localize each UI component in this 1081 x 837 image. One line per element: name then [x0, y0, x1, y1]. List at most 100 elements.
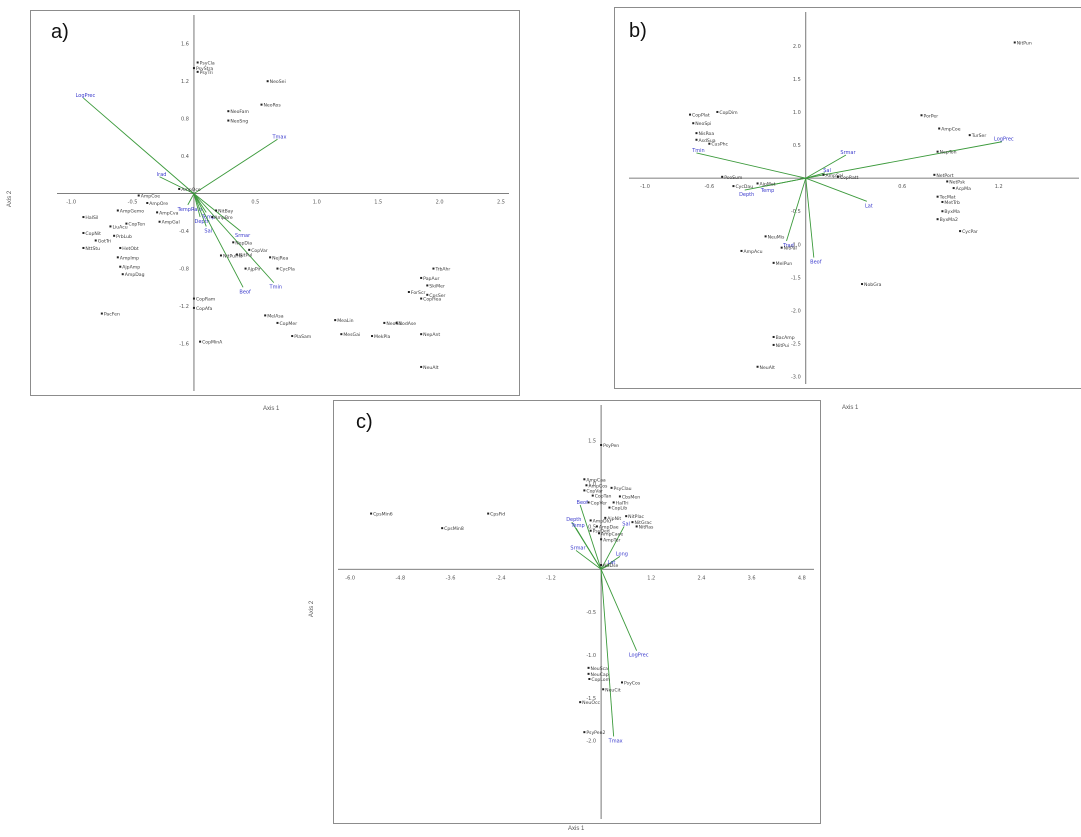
panel-b-point — [920, 114, 923, 117]
panel-b-point-label: PseSum — [724, 175, 743, 181]
panel-c-point — [583, 731, 586, 734]
panel-a-point-label: PacFen — [104, 312, 120, 318]
panel-b-point — [933, 173, 936, 176]
panel-a-point — [215, 209, 218, 212]
panel-b-point-label: AmpAcu — [743, 249, 762, 255]
panel-a-point-label: AmpCva — [159, 210, 178, 216]
panel-a-vector — [193, 193, 241, 232]
panel-a-point-label: PsyTri — [200, 70, 213, 76]
panel-b-point-label: AmpCoe — [941, 127, 961, 133]
panel-c-point-label: NitDse — [603, 563, 618, 569]
panel-c-point — [487, 512, 490, 515]
panel-b-point-label: AjpMet — [760, 181, 776, 187]
panel-b-point — [836, 175, 839, 178]
panel-c-point-label: AjpNit — [607, 516, 621, 522]
panel-c-vector-label: Tmax — [608, 738, 623, 744]
panel-c-point-label: CopVer — [591, 500, 608, 506]
panel-c-point-label: NitPlac — [628, 514, 644, 520]
panel-c-point — [588, 678, 591, 680]
panel-c-point — [618, 495, 621, 498]
panel-a-point-label: NeoRos — [264, 103, 282, 109]
panel-a-point — [178, 187, 181, 190]
panel-c-point-label: CpsFid — [490, 512, 505, 518]
panel-c-point-label: NeuCap — [591, 672, 609, 678]
panel-b-point-label: NeuAlt — [760, 365, 776, 371]
panel-a-point-label: PlaSam — [294, 334, 312, 340]
panel-b-point-label: BacAmp — [776, 335, 795, 341]
panel-c-point-label: NeuOcc — [582, 700, 600, 706]
panel-c-point — [595, 525, 598, 528]
panel-a-point-label: AmpBre — [214, 215, 232, 221]
panel-a-point — [227, 119, 230, 122]
panel-b-letter: b) — [629, 20, 647, 42]
panel-c-point-label: CpsMin6 — [373, 512, 393, 518]
panel-c-y-tick: -2.0 — [586, 739, 596, 745]
panel-c-point — [621, 681, 623, 684]
panel-a-point — [269, 256, 272, 259]
panel-c-x-tick: 4.8 — [798, 575, 806, 581]
panel-c-point-label: PsyDed — [593, 529, 610, 535]
panel-b-y-tick: 2.0 — [793, 44, 801, 50]
panel-a-y-tick: 1.6 — [181, 42, 189, 48]
panel-c-point-label: AmpCos — [588, 483, 608, 489]
panel-c-point-label: HalTri — [616, 500, 629, 506]
panel-c-vector — [600, 526, 625, 570]
panel-b-point-label: CusPhc — [711, 142, 728, 148]
panel-a-point-label: AmpCoe — [141, 194, 161, 200]
panel-b-point-label: CopPlat — [692, 113, 710, 119]
panel-a-point-label: AmpGal — [162, 220, 180, 226]
panel-a-point — [116, 256, 119, 259]
panel-a-point-label: NitPul — [239, 253, 252, 259]
panel-b-x-tick: -0.6 — [704, 184, 714, 190]
panel-a-point — [260, 103, 263, 106]
panel-c-xlabel: Axis 1 — [568, 826, 585, 832]
panel-a-vector-label: Tmax — [271, 134, 286, 140]
panel-b-point-label: NetPsk — [949, 179, 965, 185]
panel-c-vector-label: Temp — [570, 523, 584, 529]
panel-b-y-tick: -1.5 — [791, 275, 801, 281]
panel-b-point-label: CycDau — [735, 184, 753, 190]
panel-a-point — [192, 297, 195, 300]
panel-a-point — [137, 194, 140, 197]
panel-a-point — [244, 267, 247, 270]
panel-c-point — [600, 538, 603, 541]
panel-b-y-tick: -3.0 — [791, 375, 801, 381]
panel-a-vector-label: LogPrec — [76, 93, 96, 99]
panel-c-point — [598, 532, 600, 535]
panel-a-point-label: NeoSng — [230, 119, 248, 125]
panel-b-y-tick: 1.0 — [793, 110, 801, 116]
panel-c-vector-label: Sal — [622, 521, 630, 527]
panel-b-point — [689, 113, 692, 116]
panel-a-point — [113, 234, 116, 237]
panel-b-vector — [805, 154, 847, 179]
panel-a-point-label: NeuAlt — [423, 365, 439, 371]
panel-a-vector — [193, 193, 207, 227]
panel-a-vector — [159, 176, 195, 195]
panel-b-point — [716, 110, 719, 113]
panel-c-point — [585, 484, 588, 487]
panel-a-vector-label: Beof — [239, 289, 251, 295]
panel-c-x-tick: -3.6 — [446, 575, 456, 581]
panel-b-point — [772, 343, 775, 346]
panel-b-vector — [786, 178, 807, 242]
panel-a-y-tick: 1.2 — [181, 79, 189, 85]
panel-a-point — [383, 321, 386, 324]
panel-a-point-label: HalSil — [85, 215, 98, 221]
panel-a-vector — [187, 193, 195, 206]
panel-b-point-label: NepTon — [940, 150, 957, 156]
panel-b-point-label: CopRatt — [840, 175, 859, 181]
panel-a-point-label: AmpOre — [149, 201, 168, 207]
panel-a-point-label: MeaLin — [337, 318, 353, 324]
panel-c-vector — [600, 564, 610, 570]
panel-a-point — [119, 265, 122, 268]
panel-c-x-tick: -2.4 — [496, 575, 506, 581]
panel-a-y-tick: -1.2 — [179, 304, 189, 310]
panel-c-y-tick: -1.0 — [586, 653, 596, 659]
panel-c-x-tick: 3.6 — [748, 575, 756, 581]
panel-b-point-label: NobGra — [864, 282, 882, 288]
panel-c-point — [608, 506, 611, 509]
panel-b-point-label: NeoSpi — [695, 121, 711, 127]
panel-c-y-tick: 1.0 — [588, 482, 596, 488]
panel-b-point — [772, 261, 775, 264]
panel-a-point-label: NepAnt — [423, 332, 440, 338]
